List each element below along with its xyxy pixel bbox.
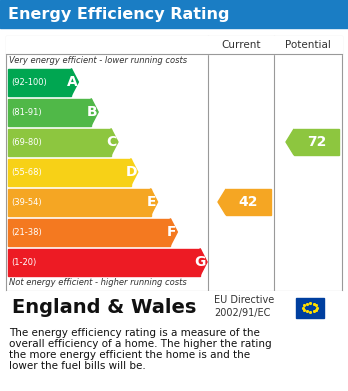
Text: (55-68): (55-68) [11,167,42,176]
Bar [8,99,91,126]
Polygon shape [286,129,294,155]
Text: Energy Efficiency Rating: Energy Efficiency Rating [8,7,229,22]
Text: C: C [107,135,117,149]
Polygon shape [91,99,98,126]
Text: Current: Current [221,40,261,50]
Polygon shape [131,158,138,185]
Text: Potential: Potential [285,40,331,50]
Polygon shape [171,219,177,246]
Text: the more energy efficient the home is and the: the more energy efficient the home is an… [9,350,250,360]
Text: (1-20): (1-20) [11,258,36,267]
Text: Not energy efficient - higher running costs: Not energy efficient - higher running co… [9,278,187,287]
Bar [0,0,348,28]
Text: lower the fuel bills will be.: lower the fuel bills will be. [9,361,146,371]
Text: 72: 72 [307,135,326,149]
Text: F: F [167,225,176,239]
Text: B: B [87,105,97,119]
Text: The energy efficiency rating is a measure of the: The energy efficiency rating is a measur… [9,328,260,338]
Polygon shape [218,189,226,215]
Bar [6,291,342,324]
Text: (92-100): (92-100) [11,77,47,86]
Text: (81-91): (81-91) [11,108,42,117]
Bar [6,36,342,54]
Text: England & Wales: England & Wales [12,298,196,317]
Bar [226,189,271,215]
Bar [8,129,111,156]
Text: overall efficiency of a home. The higher the rating: overall efficiency of a home. The higher… [9,339,272,349]
Bar [8,68,71,95]
Text: (69-80): (69-80) [11,138,42,147]
Polygon shape [111,129,118,156]
Text: (21-38): (21-38) [11,228,42,237]
Polygon shape [200,249,207,276]
Bar [296,298,324,317]
Polygon shape [151,188,158,215]
Text: E: E [147,195,157,209]
Bar [8,188,151,215]
Bar [8,249,200,276]
Text: A: A [66,75,77,89]
Text: D: D [125,165,137,179]
Text: EU Directive
2002/91/EC: EU Directive 2002/91/EC [214,295,274,318]
Polygon shape [71,68,78,95]
Bar [8,158,131,185]
Text: 42: 42 [239,195,258,209]
Bar [8,219,171,246]
Bar [294,129,339,155]
Text: (39-54): (39-54) [11,197,42,206]
Bar [6,36,342,291]
Text: Very energy efficient - lower running costs: Very energy efficient - lower running co… [9,56,187,65]
Text: G: G [195,255,206,269]
